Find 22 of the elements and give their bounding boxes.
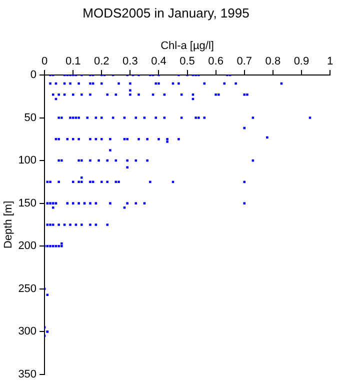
x-axis-title: Chl-a [µg/l] [160, 40, 214, 52]
x-tick-label: 0.9 [294, 55, 310, 68]
y-tick-label: 300 [18, 326, 37, 338]
x-tick-label: 0.4 [151, 55, 166, 68]
x-tick-label: 0.7 [236, 55, 252, 68]
x-tick-label: 0.5 [180, 55, 195, 68]
y-tick-label: 0 [30, 69, 37, 82]
y-tick-label: 200 [18, 240, 37, 252]
chart-title: MODS2005 in January, 1995 [82, 5, 250, 20]
x-tick-label: 0.1 [65, 55, 81, 68]
x-tick-label: 0.3 [122, 55, 138, 68]
x-tick-label: 1 [326, 55, 334, 68]
y-tick-label: 50 [24, 112, 37, 124]
y-tick-label: 350 [18, 368, 37, 380]
y-tick-label: 100 [18, 154, 37, 167]
y-axis-title: Depth [m] [2, 200, 15, 249]
x-tick-label: 0.2 [94, 55, 110, 68]
x-tick-label: 0 [41, 55, 48, 68]
y-tick-label: 250 [18, 282, 37, 295]
y-tick-label: 150 [18, 197, 37, 210]
x-tick-label: 0.8 [265, 55, 281, 68]
x-tick-label: 0.6 [208, 55, 224, 68]
